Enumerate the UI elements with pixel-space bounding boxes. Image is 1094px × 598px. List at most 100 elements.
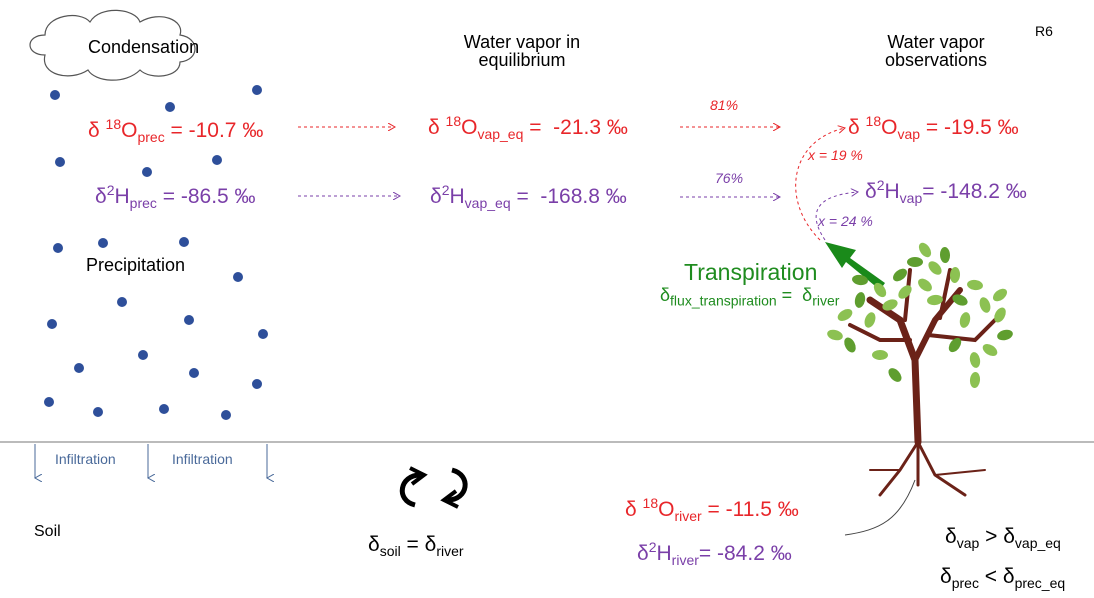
- formula-text: H: [115, 185, 130, 208]
- formula: δ2Hriver= -84.2 ‰: [637, 540, 792, 567]
- formula-text: δ: [940, 565, 952, 588]
- formula-text: H: [657, 542, 672, 565]
- formula-text: = -21.3 ‰: [523, 116, 627, 139]
- formula-sub: vap: [900, 190, 923, 206]
- formula: δ 18Ovap = -19.5 ‰: [848, 114, 1019, 141]
- raindrop: [252, 85, 262, 95]
- raindrop: [93, 407, 103, 417]
- leaf: [896, 283, 914, 301]
- formula-sub: prec: [952, 575, 979, 591]
- formula-sup: 18: [106, 116, 122, 132]
- formula-text: = -19.5 ‰: [920, 116, 1019, 139]
- raindrop: [221, 410, 231, 420]
- leaf: [966, 279, 983, 291]
- formula-sub: river: [672, 552, 699, 568]
- infiltration-label: Infiltration: [55, 452, 116, 466]
- raindrop: [98, 238, 108, 248]
- formula: δ2Hprec = -86.5 ‰: [95, 183, 256, 210]
- cycle-icon: [402, 468, 465, 507]
- formula-sub: soil: [380, 543, 401, 559]
- formula-text: δ: [95, 185, 107, 208]
- formula-text: δ: [368, 533, 380, 556]
- leaf: [826, 328, 844, 342]
- formula-sub: prec: [137, 129, 164, 145]
- leaf: [836, 307, 855, 324]
- formula-text: = -148.2 ‰: [922, 180, 1026, 203]
- mixing-fraction: x = 24 %: [818, 214, 873, 228]
- formula-text: O: [881, 116, 897, 139]
- leaf: [853, 291, 866, 309]
- formula-sup: 18: [643, 495, 659, 511]
- formula-text: δ: [660, 285, 670, 305]
- leaf: [916, 241, 933, 260]
- raindrop: [44, 397, 54, 407]
- formula-sup: 2: [649, 539, 657, 555]
- formula-text: = δ: [777, 285, 813, 305]
- leaf: [842, 336, 858, 355]
- mixing-fraction: x = 19 %: [808, 148, 863, 162]
- raindrop: [117, 297, 127, 307]
- formula-sub: vap: [897, 126, 920, 142]
- title-line: equilibrium: [478, 50, 565, 70]
- formula-text: O: [658, 498, 674, 521]
- raindrop: [50, 90, 60, 100]
- formula-sup: 18: [866, 113, 882, 129]
- formula-text: δ: [637, 542, 649, 565]
- raindrop: [142, 167, 152, 177]
- leaf: [907, 257, 923, 267]
- raindrop: [252, 379, 262, 389]
- leaf: [991, 286, 1010, 304]
- formula-sup: 2: [442, 182, 450, 198]
- formula-sub: prec_eq: [1015, 575, 1066, 591]
- formula-sub: river: [436, 543, 463, 559]
- formula-text: = -11.5 ‰: [702, 498, 799, 521]
- formula-sub: vap_eq: [465, 195, 511, 211]
- formula-text: δ: [865, 180, 877, 203]
- leaf: [863, 311, 878, 329]
- raindrop: [138, 350, 148, 360]
- title-line: observations: [885, 50, 987, 70]
- diagram: Condensation Water vapor inequilibrium W…: [0, 0, 1094, 598]
- formula-text: > δ: [979, 525, 1015, 548]
- formula-text: < δ: [979, 565, 1015, 588]
- raindrop: [74, 363, 84, 373]
- tag: R6: [1035, 24, 1053, 38]
- formula: δ2Hvap_eq = -168.8 ‰: [430, 183, 627, 210]
- leaf: [958, 311, 971, 329]
- leaf: [981, 342, 1000, 359]
- formula-sup: 2: [877, 177, 885, 193]
- leaf: [978, 296, 993, 314]
- formula-sub: river: [812, 293, 839, 309]
- formula-sub: vap_eq: [477, 126, 523, 142]
- connector: [845, 480, 915, 535]
- raindrop: [165, 102, 175, 112]
- formula: δflux_transpiration = δriver: [660, 286, 839, 308]
- formula-text: H: [885, 180, 900, 203]
- formula-text: δ: [625, 498, 643, 521]
- formula: δ 18Oprec = -10.7 ‰: [88, 117, 263, 144]
- formula-text: δ: [848, 116, 866, 139]
- raindrop: [47, 319, 57, 329]
- leaf: [996, 328, 1014, 342]
- formula-text: δ: [945, 525, 957, 548]
- tree: [826, 241, 1014, 495]
- percentage: 81%: [710, 98, 738, 112]
- formula: δsoil = δriver: [368, 534, 464, 558]
- formula-sub: vap: [957, 535, 980, 551]
- infiltration-label: Infiltration: [172, 452, 233, 466]
- formula-sup: 18: [446, 113, 462, 129]
- raindrop: [212, 155, 222, 165]
- formula-sub: river: [674, 508, 701, 524]
- formula-text: O: [461, 116, 477, 139]
- transpiration-label: Transpiration: [684, 261, 817, 284]
- formula: δ 18Ovap_eq = -21.3 ‰: [428, 114, 628, 141]
- formula-text: = -10.7 ‰: [165, 119, 264, 142]
- formula-sub: vap_eq: [1015, 535, 1061, 551]
- percentage: 76%: [715, 171, 743, 185]
- raindrop: [233, 272, 243, 282]
- leaf: [872, 350, 888, 360]
- raindrop: [258, 329, 268, 339]
- leaf: [891, 266, 910, 284]
